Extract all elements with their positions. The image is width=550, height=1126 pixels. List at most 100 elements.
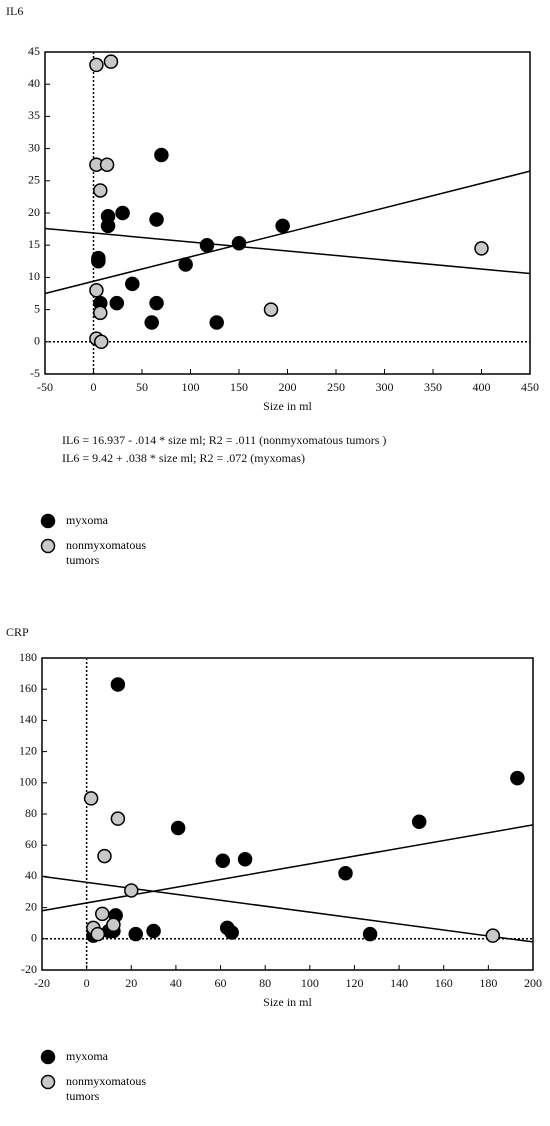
data-point <box>103 54 119 69</box>
legend-marker <box>40 1049 56 1065</box>
legend-label: nonmyxomatous tumors <box>66 1074 146 1103</box>
x-tick-label: 200 <box>524 976 542 990</box>
x-axis-label: Size in ml <box>263 399 312 413</box>
y-tick-label: 100 <box>19 775 37 789</box>
data-point <box>106 917 121 933</box>
x-tick-label: 60 <box>215 976 227 990</box>
legend-symbol <box>40 538 56 554</box>
x-tick-label: -20 <box>34 976 50 990</box>
data-point <box>146 923 161 939</box>
data-point <box>94 334 109 350</box>
legend-item: myxoma <box>40 1049 200 1065</box>
x-axis-label: Size in ml <box>263 995 312 1009</box>
fit-line <box>44 227 531 275</box>
data-point <box>474 241 489 256</box>
data-point <box>110 811 126 826</box>
legend-marker <box>40 1074 56 1090</box>
y-tick-label: 20 <box>28 205 40 219</box>
data-point <box>93 183 108 198</box>
data-point <box>109 295 125 311</box>
data-point <box>144 315 159 330</box>
x-tick-label: 40 <box>170 976 182 990</box>
legend-item: nonmyxomatous tumors <box>40 538 200 568</box>
y-tick-label: 160 <box>19 681 37 695</box>
data-point <box>83 791 99 806</box>
data-point <box>362 926 378 942</box>
x-tick-label: 20 <box>125 976 137 990</box>
x-tick-label: 150 <box>230 380 248 394</box>
x-tick-label: 120 <box>345 976 363 990</box>
data-point <box>231 236 247 251</box>
data-point <box>115 205 130 221</box>
fit-line <box>41 875 534 943</box>
y-tick-label: 35 <box>28 108 40 122</box>
x-tick-label: 350 <box>424 380 442 394</box>
data-point <box>199 237 215 253</box>
x-tick-label: 200 <box>279 380 297 394</box>
x-tick-label: 50 <box>136 380 148 394</box>
x-tick-label: 250 <box>327 380 345 394</box>
data-point <box>275 218 290 234</box>
y-tick-label: 30 <box>28 140 40 154</box>
data-point <box>128 926 143 942</box>
x-tick-label: -50 <box>37 380 53 394</box>
y-tick-label: 40 <box>25 868 37 882</box>
chart-title: CRP <box>6 625 29 639</box>
data-point <box>89 57 104 73</box>
y-tick-label: 45 <box>28 44 40 58</box>
data-point <box>338 866 353 881</box>
y-tick-label: 0 <box>31 931 37 945</box>
legend-label: myxoma <box>66 1049 108 1063</box>
data-point <box>263 302 279 317</box>
legend-marker <box>40 513 56 529</box>
x-tick-label: 300 <box>376 380 394 394</box>
data-point <box>510 770 525 786</box>
y-tick-label: -20 <box>21 962 37 976</box>
fit-line <box>41 824 534 912</box>
annotation: IL6 = 9.42 + .038 * size ml; R2 = .072 (… <box>62 451 305 465</box>
data-point <box>95 906 110 922</box>
y-tick-label: 80 <box>25 806 37 820</box>
data-point <box>149 212 164 227</box>
data-point <box>99 157 115 172</box>
y-tick-label: 120 <box>19 743 37 757</box>
y-tick-label: -5 <box>30 366 40 380</box>
data-point <box>100 218 116 234</box>
data-point <box>224 925 239 940</box>
y-tick-label: 5 <box>34 301 40 315</box>
legend-label: nonmyxomatous tumors <box>66 538 146 567</box>
legend-symbol <box>40 1074 56 1090</box>
y-tick-label: 25 <box>28 173 40 187</box>
y-tick-label: 15 <box>28 237 40 251</box>
y-tick-label: 60 <box>25 837 37 851</box>
y-tick-label: 40 <box>28 76 40 90</box>
data-point <box>97 848 112 864</box>
data-point <box>154 147 169 163</box>
data-point <box>125 276 140 292</box>
data-point <box>485 928 501 943</box>
data-point <box>178 257 193 272</box>
legend-symbol <box>40 513 56 529</box>
data-point <box>91 254 106 269</box>
data-point <box>411 814 427 830</box>
y-tick-label: 20 <box>25 899 37 913</box>
legend-symbol <box>40 1049 56 1065</box>
data-point <box>149 295 164 311</box>
legend-item: nonmyxomatous tumors <box>40 1074 200 1104</box>
data-point <box>110 677 126 692</box>
y-tick-label: 0 <box>34 334 40 348</box>
x-tick-label: 80 <box>259 976 271 990</box>
legend-label: myxoma <box>66 513 108 527</box>
y-tick-label: 10 <box>28 269 40 283</box>
x-tick-label: 160 <box>435 976 453 990</box>
chart-title: IL6 <box>6 4 23 18</box>
fit-line <box>44 170 531 295</box>
x-tick-label: 180 <box>479 976 497 990</box>
data-point <box>237 851 253 867</box>
legend-item: myxoma <box>40 513 200 529</box>
data-point <box>89 283 104 298</box>
data-point <box>209 315 224 330</box>
x-tick-label: 100 <box>301 976 319 990</box>
x-tick-label: 400 <box>473 380 491 394</box>
